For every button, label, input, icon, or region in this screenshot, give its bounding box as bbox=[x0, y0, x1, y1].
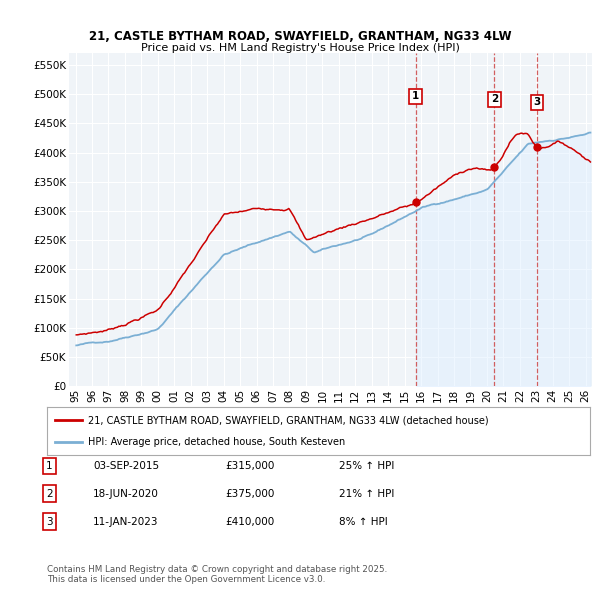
Text: £375,000: £375,000 bbox=[225, 489, 274, 499]
Text: 3: 3 bbox=[46, 517, 53, 526]
Text: 2: 2 bbox=[491, 94, 498, 104]
Text: 18-JUN-2020: 18-JUN-2020 bbox=[93, 489, 159, 499]
Text: 8% ↑ HPI: 8% ↑ HPI bbox=[339, 517, 388, 526]
Text: £315,000: £315,000 bbox=[225, 461, 274, 471]
Text: 03-SEP-2015: 03-SEP-2015 bbox=[93, 461, 159, 471]
Text: Contains HM Land Registry data © Crown copyright and database right 2025.
This d: Contains HM Land Registry data © Crown c… bbox=[47, 565, 387, 584]
Text: HPI: Average price, detached house, South Kesteven: HPI: Average price, detached house, Sout… bbox=[88, 437, 345, 447]
Text: 21, CASTLE BYTHAM ROAD, SWAYFIELD, GRANTHAM, NG33 4LW (detached house): 21, CASTLE BYTHAM ROAD, SWAYFIELD, GRANT… bbox=[88, 415, 488, 425]
Text: Price paid vs. HM Land Registry's House Price Index (HPI): Price paid vs. HM Land Registry's House … bbox=[140, 44, 460, 53]
Text: 2: 2 bbox=[46, 489, 53, 499]
Text: 25% ↑ HPI: 25% ↑ HPI bbox=[339, 461, 394, 471]
Text: 11-JAN-2023: 11-JAN-2023 bbox=[93, 517, 158, 526]
Text: 21, CASTLE BYTHAM ROAD, SWAYFIELD, GRANTHAM, NG33 4LW: 21, CASTLE BYTHAM ROAD, SWAYFIELD, GRANT… bbox=[89, 30, 511, 43]
Text: 3: 3 bbox=[533, 97, 541, 107]
Text: 21% ↑ HPI: 21% ↑ HPI bbox=[339, 489, 394, 499]
Text: £410,000: £410,000 bbox=[225, 517, 274, 526]
Text: 1: 1 bbox=[412, 91, 419, 101]
Text: 1: 1 bbox=[46, 461, 53, 471]
